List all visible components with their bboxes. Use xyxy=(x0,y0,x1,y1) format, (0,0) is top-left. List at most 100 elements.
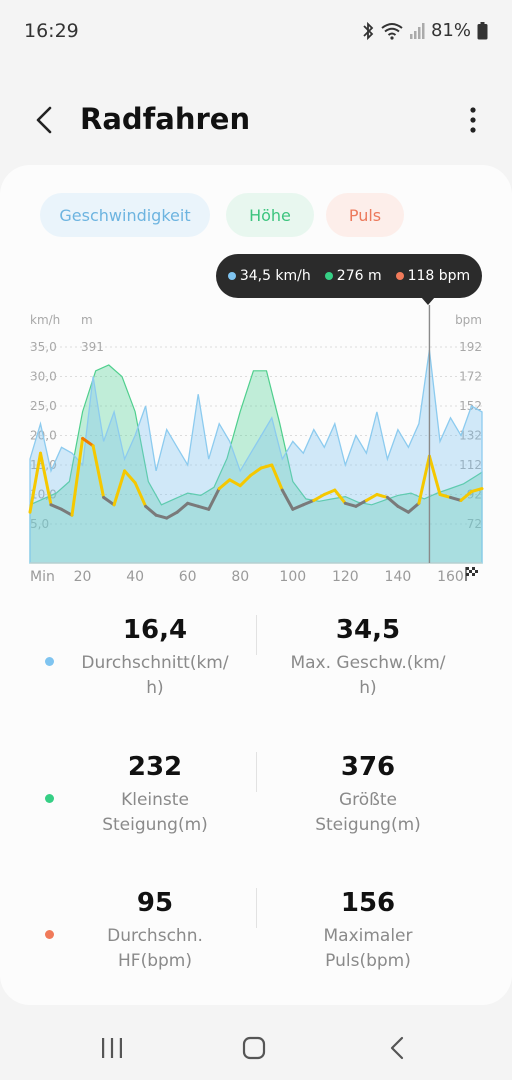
workout-chart[interactable]: km/hmbpm35,030,025,020,015,010,05,039119… xyxy=(0,305,512,595)
heart-rate-legend-dot xyxy=(45,930,54,939)
flag-square xyxy=(469,573,472,576)
more-options-button[interactable] xyxy=(464,102,482,138)
heart-rate-segment xyxy=(39,451,53,507)
tooltip-heart-rate-value: 118 bpm xyxy=(407,268,471,284)
heart-rate-segment xyxy=(291,503,305,511)
x-tick-label: 20 xyxy=(74,569,92,585)
heart-rate-segment xyxy=(186,501,200,508)
heart-rate-segment xyxy=(449,495,463,502)
heart-rate-segment xyxy=(438,493,452,499)
stat-value: 34,5 xyxy=(335,615,401,645)
recent-apps-icon xyxy=(102,1038,122,1058)
y-tick-label-heart-rate: 192 xyxy=(459,340,482,354)
recent-apps-button[interactable] xyxy=(92,1028,132,1068)
stat-value: 376 xyxy=(340,752,396,782)
stat-min-altitude: 232 Kleinste Steigung(m) xyxy=(55,752,255,838)
heart-rate-segment xyxy=(259,463,274,470)
heart-rate-segment xyxy=(81,436,95,448)
chart-tooltip: 34,5 km/h 276 m 118 bpm xyxy=(216,254,482,298)
workout-card: Geschwindigkeit Höhe Puls 34,5 km/h 276 … xyxy=(0,165,512,1005)
y-tick-label-heart-rate: 72 xyxy=(467,517,482,531)
heart-rate-segment xyxy=(123,469,137,485)
flag-square xyxy=(472,570,475,573)
flag-square xyxy=(475,573,478,576)
y-tick-label-heart-rate: 172 xyxy=(459,370,482,384)
y-tick-label-heart-rate: 152 xyxy=(459,399,482,413)
heart-rate-segment xyxy=(333,488,347,505)
chevron-left-icon xyxy=(36,106,52,134)
flag-square xyxy=(469,567,472,570)
stat-label-line-2: h) xyxy=(359,678,377,698)
y-tick-label-altitude: 391 xyxy=(81,340,104,354)
flag-square xyxy=(466,567,469,570)
chip-altitude[interactable]: Höhe xyxy=(226,193,314,237)
heart-rate-segment xyxy=(133,481,148,508)
heart-rate-segment xyxy=(364,493,379,502)
heart-rate-segment xyxy=(301,498,316,507)
y-tick-label-heart-rate: 132 xyxy=(459,429,482,443)
app-header: Radfahren xyxy=(0,88,512,152)
heart-rate-segment xyxy=(217,478,232,491)
heart-rate-segment xyxy=(417,454,431,505)
heart-rate-segment xyxy=(70,436,85,517)
navigation-bar xyxy=(0,1012,512,1080)
x-tick-label: 140 xyxy=(385,569,412,585)
x-tick-label: 120 xyxy=(332,569,359,585)
stat-row-altitude: 232 Kleinste Steigung(m) 376 Größte Stei… xyxy=(0,752,512,862)
wifi-icon xyxy=(381,22,403,40)
battery-percent: 81% xyxy=(430,20,471,41)
stat-value: 95 xyxy=(136,888,174,918)
tooltip-speed: 34,5 km/h xyxy=(227,268,311,284)
heart-rate-segment xyxy=(228,478,242,488)
y-tick-label-heart-rate: 112 xyxy=(459,458,482,472)
page-title: Radfahren xyxy=(80,102,251,136)
heart-rate-segment xyxy=(343,501,358,508)
heart-rate-segment xyxy=(375,493,389,499)
stat-max-heart-rate: 156 Maximaler Puls(bpm) xyxy=(268,888,468,974)
chip-heart-rate[interactable]: Puls xyxy=(326,193,404,237)
stat-label-line-1: Kleinste xyxy=(121,790,189,810)
stat-label-line-1: Max. Geschw.(km/ xyxy=(290,653,446,673)
heart-rate-segment xyxy=(280,488,295,511)
heart-rate-segment xyxy=(312,493,326,502)
heart-rate-segment xyxy=(144,504,158,517)
heart-rate-segment xyxy=(238,473,253,488)
altitude-dot xyxy=(324,272,333,280)
signal-icon xyxy=(409,22,425,39)
system-back-button[interactable] xyxy=(378,1028,418,1068)
stat-label-line-1: Durchschn. xyxy=(107,926,203,946)
home-button[interactable] xyxy=(234,1028,274,1068)
chip-speed[interactable]: Geschwindigkeit xyxy=(40,193,210,237)
flag-square xyxy=(475,567,478,570)
heart-rate-segment xyxy=(196,504,211,511)
speed-area xyxy=(29,349,483,564)
finish-flag-icon xyxy=(465,567,478,581)
stat-average-heart-rate: 95 Durchschn. HF(bpm) xyxy=(55,888,255,974)
back-button[interactable] xyxy=(28,100,64,140)
y-tick-label-speed: 35,0 xyxy=(30,340,57,354)
heart-rate-segment xyxy=(249,466,263,477)
stat-label-line-2: Steigung(m) xyxy=(315,815,421,835)
flag-square xyxy=(472,573,475,576)
heart-rate-segment xyxy=(427,454,442,496)
heart-rate-segment xyxy=(91,444,106,499)
stat-divider xyxy=(256,615,257,655)
flag-square xyxy=(466,573,469,576)
y-axis-unit-speed: km/h xyxy=(30,313,60,327)
altitude-legend-dot xyxy=(45,794,54,803)
speed-legend-dot xyxy=(45,657,54,666)
bluetooth-icon xyxy=(363,21,374,40)
heart-rate-dot xyxy=(395,272,404,280)
tooltip-speed-value: 34,5 km/h xyxy=(239,268,311,284)
altitude-area xyxy=(29,364,483,564)
stat-label-line-2: Puls(bpm) xyxy=(325,951,411,971)
heart-rate-segment xyxy=(354,498,368,508)
x-tick-label: 40 xyxy=(126,569,144,585)
stat-max-altitude: 376 Größte Steigung(m) xyxy=(268,752,468,838)
speed-dot xyxy=(227,272,236,280)
status-icons: 81% xyxy=(361,20,488,41)
stat-label-line-2: HF(bpm) xyxy=(118,951,192,971)
stat-label-line-1: Durchschnitt(km/ xyxy=(81,653,229,673)
tooltip-heart-rate: 118 bpm xyxy=(395,268,471,284)
status-bar: 16:29 81% xyxy=(0,0,512,64)
